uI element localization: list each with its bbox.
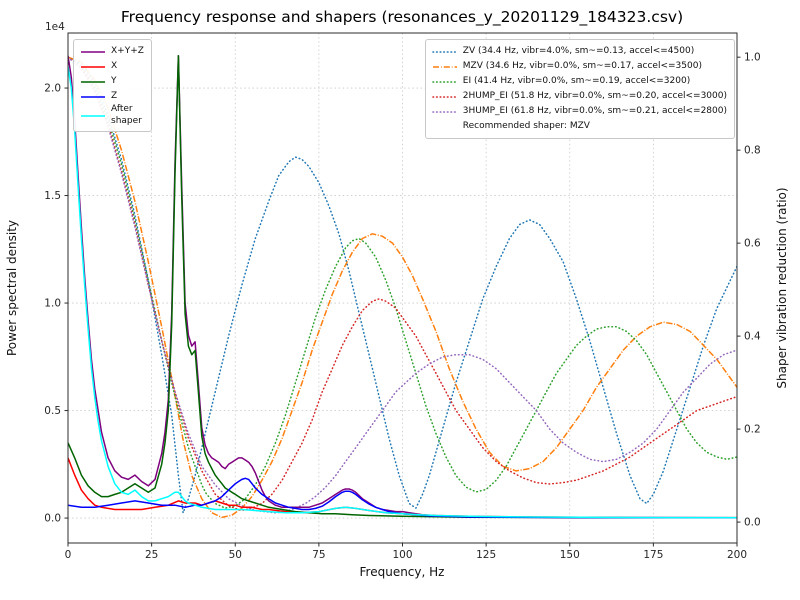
y-axis-label-right: Shaper vibration reduction (ratio) bbox=[775, 187, 789, 388]
legend-item: ZV (34.4 Hz, vibr=4.0%, sm~=0.13, accel<… bbox=[431, 44, 727, 59]
legend-line-sample bbox=[81, 95, 105, 98]
legend-item-label: X bbox=[111, 60, 118, 71]
legend-item: Z bbox=[80, 89, 144, 104]
y-right-tick-label: 0.2 bbox=[744, 424, 761, 436]
x-tick-label: 25 bbox=[145, 549, 158, 561]
y-right-tick-label: 0.6 bbox=[744, 238, 761, 250]
series-line-x-y-z bbox=[68, 55, 737, 519]
legend-spacer bbox=[432, 122, 458, 132]
legend-line-sample bbox=[432, 65, 457, 68]
series-line-ei bbox=[68, 56, 737, 509]
x-tick-label: 0 bbox=[65, 549, 72, 561]
y-axis-label-left: Power spectral density bbox=[5, 220, 19, 356]
y-left-tick-label: 0.0 bbox=[44, 513, 61, 525]
legend-item-label: EI (41.4 Hz, vibr=0.0%, sm~=0.19, accel<… bbox=[462, 75, 691, 86]
x-tick-label: 175 bbox=[643, 549, 663, 561]
legend-item: Y bbox=[80, 74, 144, 89]
x-tick-label: 200 bbox=[727, 549, 747, 561]
axes: 0 25 50 75 100 125 150 175 200 0.0 0.5 1.0 1.5 2.0 0.0… bbox=[44, 32, 761, 561]
y-left-tick-label: 0.5 bbox=[44, 405, 61, 417]
x-tick-label: 50 bbox=[229, 549, 242, 561]
y-left-tick-label: 1.0 bbox=[44, 298, 61, 310]
legend-item: After shaper bbox=[80, 104, 144, 127]
legend-item-label: Z bbox=[111, 90, 118, 101]
legend-item-label: ZV (34.4 Hz, vibr=4.0%, sm~=0.13, accel<… bbox=[462, 45, 695, 56]
legend-item-label: X+Y+Z bbox=[111, 45, 144, 56]
legend-item-label: Y bbox=[111, 75, 117, 86]
legend-line-sample bbox=[81, 50, 105, 53]
legend-item: X+Y+Z bbox=[80, 44, 144, 59]
series-line-mzv bbox=[68, 56, 737, 519]
y-right-tick-label: 0.4 bbox=[744, 331, 761, 343]
legend-footer-label: Recommended shaper: MZV bbox=[462, 120, 590, 131]
x-tick-label: 75 bbox=[312, 549, 325, 561]
legend-footer: Recommended shaper: MZV bbox=[432, 119, 727, 134]
legend-item: X bbox=[80, 59, 144, 74]
series-line-2hump-ei bbox=[68, 56, 737, 512]
legend-line-sample bbox=[81, 65, 105, 68]
x-tick-label: 150 bbox=[560, 549, 580, 561]
legend-line-sample bbox=[431, 95, 458, 98]
y-left-tick-label: 1.5 bbox=[44, 190, 61, 202]
legend-shapers: ZV (34.4 Hz, vibr=4.0%, sm~=0.13, accel<… bbox=[424, 39, 735, 139]
legend-item: 3HUMP_EI (61.8 Hz, vibr=0.0%, sm~=0.21, … bbox=[431, 104, 727, 119]
legend-item: MZV (34.6 Hz, vibr=0.0%, sm~=0.17, accel… bbox=[432, 59, 727, 74]
x-tick-label: 100 bbox=[392, 549, 412, 561]
series-line-y bbox=[68, 55, 737, 519]
legend-line-sample bbox=[431, 80, 458, 83]
legend-item-label: 2HUMP_EI (51.8 Hz, vibr=0.0%, sm~=0.20, … bbox=[462, 90, 727, 101]
legend-line-sample bbox=[431, 50, 458, 53]
legend-item-label: MZV (34.6 Hz, vibr=0.0%, sm~=0.17, accel… bbox=[462, 60, 702, 71]
legend-line-sample bbox=[81, 114, 105, 117]
legend-item: 2HUMP_EI (51.8 Hz, vibr=0.0%, sm~=0.20, … bbox=[431, 89, 727, 104]
axis-offset-text: 1e4 bbox=[45, 21, 65, 33]
legend-line-sample bbox=[81, 80, 105, 83]
y-right-tick-label: 0.0 bbox=[744, 517, 761, 529]
legend-item: EI (41.4 Hz, vibr=0.0%, sm~=0.19, accel<… bbox=[431, 74, 727, 89]
y-right-tick-label: 0.8 bbox=[744, 145, 761, 157]
series-lines bbox=[68, 55, 737, 519]
legend-line-sample bbox=[431, 110, 458, 113]
legend-item-label: 3HUMP_EI (61.8 Hz, vibr=0.0%, sm~=0.21, … bbox=[462, 105, 727, 116]
y-left-tick-label: 2.0 bbox=[44, 83, 61, 95]
legend-item-label: After shaper bbox=[111, 104, 142, 126]
legend-psd: X+Y+Z X Y Z After shaper bbox=[73, 39, 152, 133]
x-axis-label: Frequency, Hz bbox=[360, 565, 445, 579]
chart-title: Frequency response and shapers (resonanc… bbox=[121, 8, 683, 27]
x-tick-label: 125 bbox=[476, 549, 496, 561]
y-right-tick-label: 1.0 bbox=[744, 52, 761, 64]
series-line-3hump-ei bbox=[68, 56, 737, 514]
series-line-after-shaper bbox=[68, 66, 737, 519]
